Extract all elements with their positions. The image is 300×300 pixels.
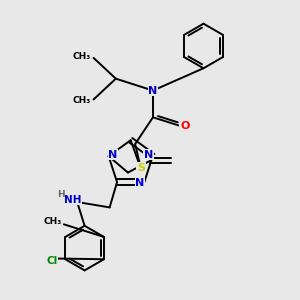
- Text: N: N: [109, 150, 118, 160]
- Text: H: H: [57, 190, 64, 199]
- Text: CH₃: CH₃: [73, 52, 91, 61]
- Text: Cl: Cl: [46, 256, 58, 266]
- Text: N: N: [148, 85, 158, 96]
- Text: N: N: [144, 150, 153, 160]
- Text: S: S: [137, 163, 145, 173]
- Text: O: O: [180, 121, 190, 130]
- Text: CH₃: CH₃: [43, 218, 62, 226]
- Text: CH₃: CH₃: [73, 97, 91, 106]
- Text: NH: NH: [64, 195, 82, 205]
- Text: N: N: [135, 178, 145, 188]
